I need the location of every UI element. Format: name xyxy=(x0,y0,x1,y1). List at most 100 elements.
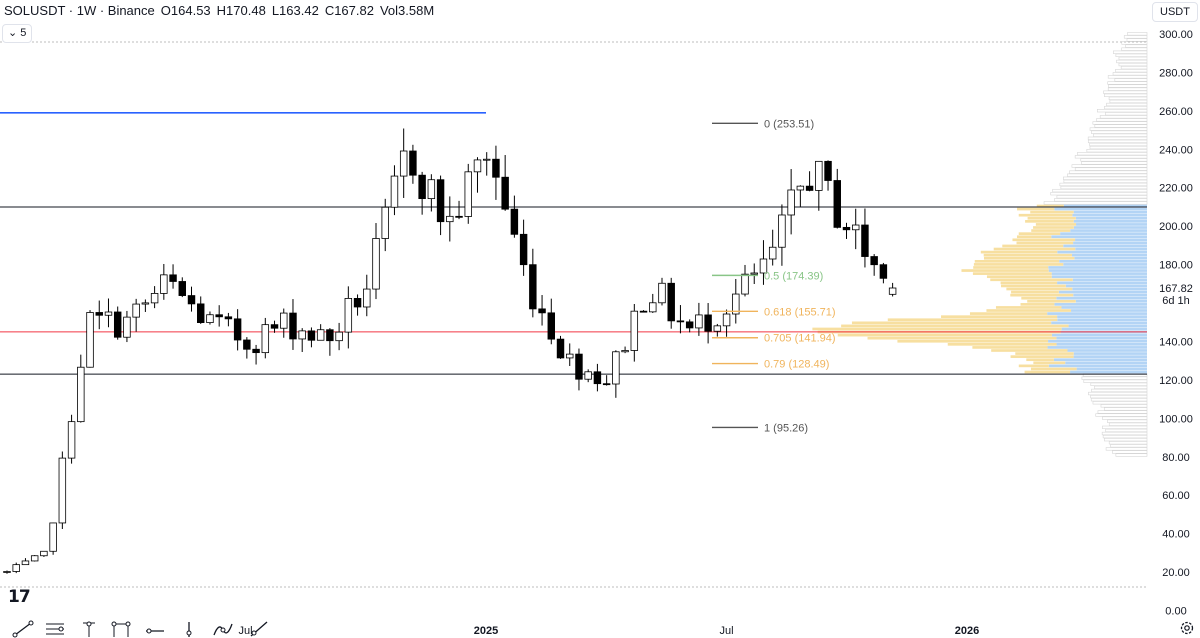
last-price-value: 167.82 xyxy=(1159,283,1193,295)
candle-body xyxy=(815,160,823,191)
volume-bar-outside xyxy=(1088,391,1148,396)
fib-retracement[interactable]: 0 (253.51) 0.5 (174.39) 0.618 (155.71) 0.70… xyxy=(712,118,836,434)
candle xyxy=(160,263,168,300)
ray-icon[interactable] xyxy=(248,620,270,638)
volume-bar-up xyxy=(1056,343,1147,346)
indicators-collapse-button[interactable]: ⌄ 5 xyxy=(2,24,33,43)
candle-body xyxy=(381,206,389,239)
candle xyxy=(888,282,897,297)
volume-bar-up xyxy=(1075,299,1147,303)
long-position-icon[interactable] xyxy=(110,620,132,638)
symbol-title[interactable]: SOLUSDT · 1W · Binance xyxy=(4,3,155,18)
candle xyxy=(132,298,140,332)
volume-bar-down xyxy=(1000,281,1058,285)
candle xyxy=(178,277,186,298)
path-icon[interactable] xyxy=(212,620,234,638)
candle-body xyxy=(519,233,528,266)
candle-body xyxy=(372,238,380,290)
volume-bar-down xyxy=(1018,364,1049,368)
volume-bar-down xyxy=(1033,226,1074,229)
arrow-marker-icon[interactable] xyxy=(178,620,200,638)
candle xyxy=(187,286,196,312)
candle-body xyxy=(77,366,85,423)
candle-body xyxy=(206,314,214,324)
fib-retracement-icon[interactable] xyxy=(44,620,66,638)
volume-bar-outside xyxy=(1077,152,1148,156)
volume-bar-up xyxy=(1059,259,1147,263)
candle xyxy=(233,309,242,351)
pitchfork-icon[interactable] xyxy=(78,620,100,638)
candle xyxy=(113,306,122,340)
candle-body xyxy=(473,159,482,173)
candle-body xyxy=(787,189,795,216)
high-value: 170.48 xyxy=(226,3,266,18)
gear-icon[interactable] xyxy=(1179,620,1195,636)
candle xyxy=(344,286,353,349)
volume-bar-down xyxy=(974,259,1060,263)
candle-body xyxy=(197,303,205,324)
candle-body xyxy=(178,281,186,296)
volume-bar-down xyxy=(1036,204,1064,208)
volume-bar-up xyxy=(1073,220,1147,223)
candle xyxy=(40,550,48,557)
candle xyxy=(455,200,463,220)
candle xyxy=(390,165,399,216)
candle xyxy=(58,451,67,529)
time-axis[interactable]: Jul2025Jul2026Jul2027Jul xyxy=(238,625,1200,637)
volume-bar-down xyxy=(1021,296,1057,300)
candle-body xyxy=(113,311,122,338)
candle xyxy=(492,145,500,200)
candle-body xyxy=(3,571,11,573)
volume-bar-up xyxy=(1061,327,1147,331)
candle-body xyxy=(307,330,316,341)
fib-level-label: 0.5 (174.39) xyxy=(764,270,823,282)
volume-bar-outside xyxy=(1104,105,1148,110)
candle-body xyxy=(418,174,426,200)
candle xyxy=(482,152,491,176)
volume-bar-outside xyxy=(1105,447,1148,451)
candle xyxy=(372,223,380,300)
volume-bar-outside xyxy=(1092,121,1148,125)
candle-body xyxy=(335,331,343,342)
candle xyxy=(363,274,371,317)
candle xyxy=(593,363,602,392)
candle xyxy=(796,185,805,207)
volume-bar-up xyxy=(1051,333,1147,337)
candle xyxy=(685,319,694,333)
trend-line-icon[interactable] xyxy=(12,620,34,638)
price-axis[interactable]: 0.00 20.00 40.00 60.00 80.00 100.00 120.00 140.… xyxy=(1159,29,1193,618)
x-tick-label: Jul xyxy=(719,625,733,637)
volume-bar-outside xyxy=(1067,173,1148,177)
volume-bar-outside xyxy=(1116,59,1148,64)
volume-bar-up xyxy=(1048,364,1147,368)
candle xyxy=(529,248,537,318)
volume-bar-down xyxy=(1012,238,1076,242)
candle-body xyxy=(741,273,749,295)
volume-bar-down xyxy=(961,269,1049,272)
volume-bar-outside xyxy=(1063,179,1148,184)
horizontal-line-icon[interactable] xyxy=(144,620,166,638)
volume-bar-up xyxy=(1068,324,1147,328)
candle xyxy=(197,296,205,324)
currency-button[interactable]: USDT xyxy=(1152,2,1198,22)
volume-bar-outside xyxy=(1118,62,1148,67)
close-label: C xyxy=(324,3,335,18)
candle xyxy=(77,354,85,423)
volume-bar-outside xyxy=(1083,379,1148,383)
candle xyxy=(778,204,786,266)
y-tick-label: 260.00 xyxy=(1159,106,1193,118)
candle xyxy=(667,277,675,329)
candle xyxy=(547,298,556,345)
candle-body xyxy=(621,350,629,353)
candle xyxy=(759,240,768,285)
candle-body xyxy=(593,371,602,385)
volume-bar-up xyxy=(1048,269,1147,272)
volume-bar-down xyxy=(986,275,1052,279)
candle xyxy=(49,522,57,555)
high-label: H xyxy=(216,3,227,18)
volume-bar-up xyxy=(1051,235,1147,239)
volume-bar-up xyxy=(1073,241,1147,245)
volume-bar-up xyxy=(1057,281,1147,285)
candle-body xyxy=(566,353,574,359)
